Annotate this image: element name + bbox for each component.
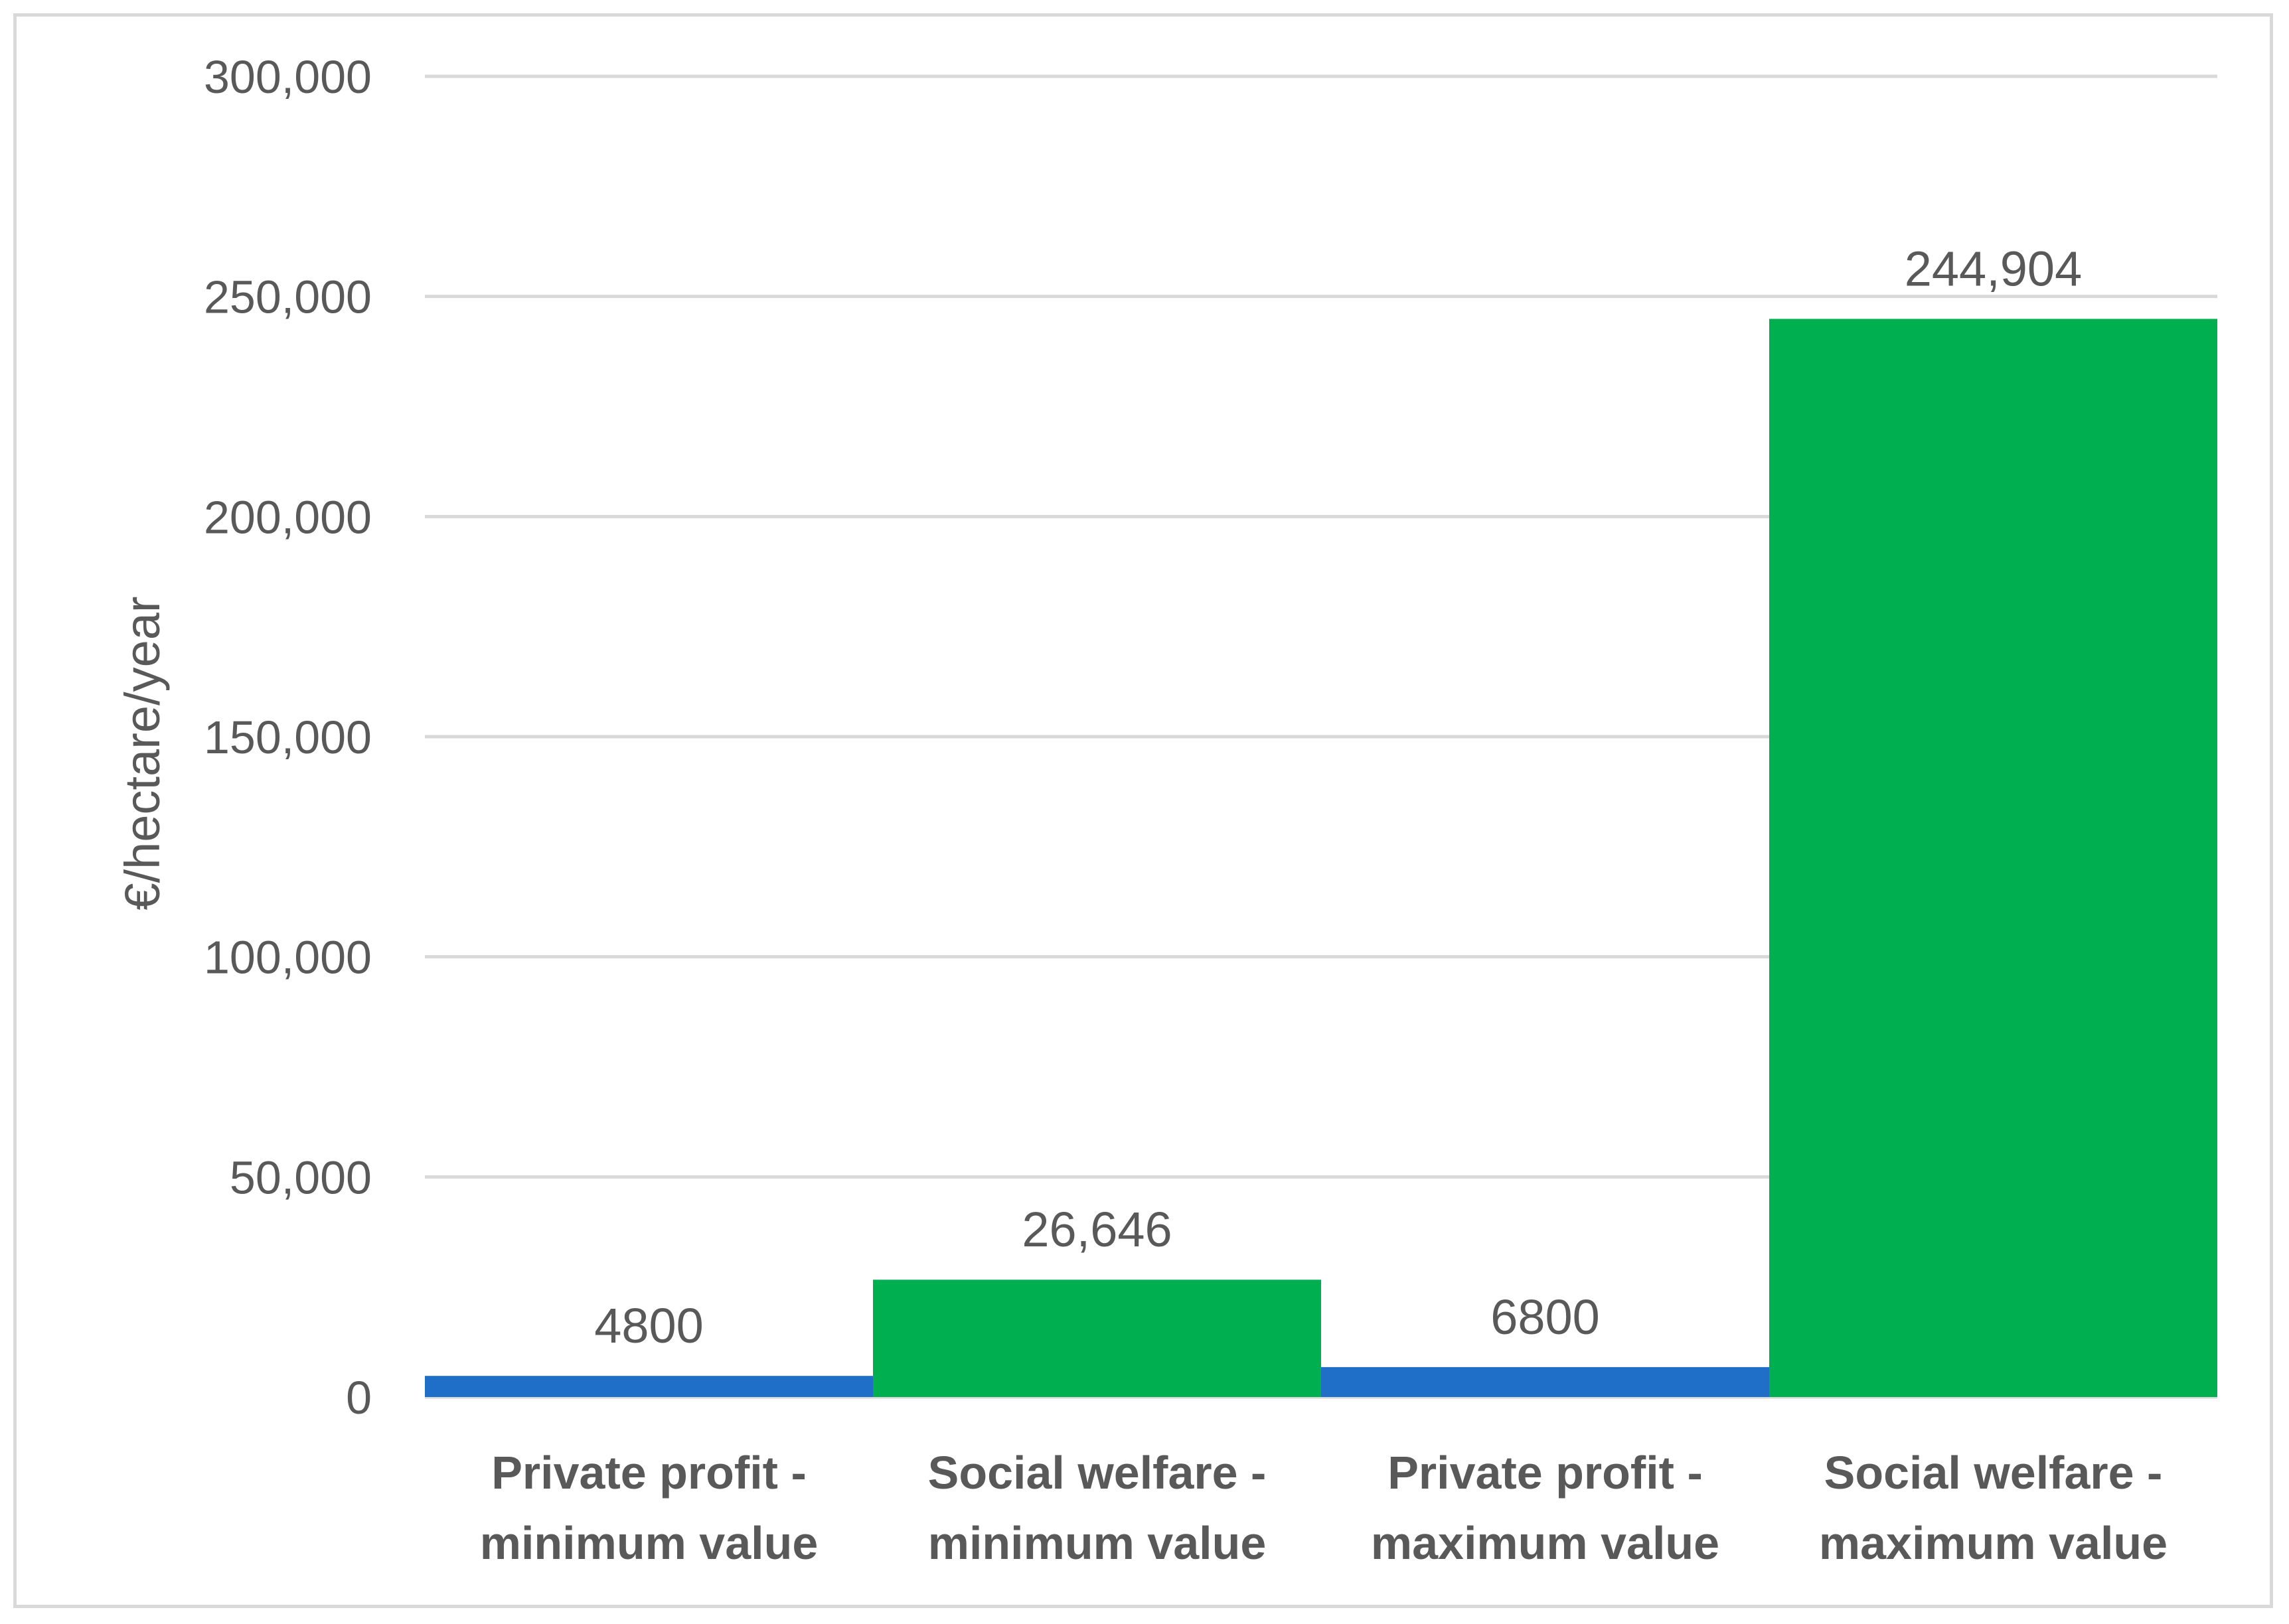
data-labels: 4800 26,646 6800 244,904 bbox=[594, 241, 2082, 1353]
x-tick-label: Social welfare - bbox=[1824, 1447, 2163, 1499]
y-axis-ticks: 0 50,000 100,000 150,000 200,000 250,000 300,0… bbox=[204, 51, 372, 1424]
data-label: 6800 bbox=[1490, 1290, 1600, 1345]
x-axis-categories: Private profit - minimum value Social welf… bbox=[480, 1447, 2168, 1569]
x-tick-label: maximum value bbox=[1371, 1517, 1719, 1569]
chart-frame: 0 50,000 100,000 150,000 200,000 250,000 300,0… bbox=[13, 13, 2273, 1608]
x-tick-label: maximum value bbox=[1819, 1517, 2168, 1569]
y-tick-label: 200,000 bbox=[204, 491, 372, 543]
data-label: 4800 bbox=[594, 1298, 704, 1353]
x-tick-label: Private profit - bbox=[491, 1447, 807, 1499]
y-tick-label: 50,000 bbox=[230, 1151, 372, 1203]
x-tick-label: Private profit - bbox=[1387, 1447, 1703, 1499]
y-tick-label: 0 bbox=[346, 1372, 372, 1424]
y-tick-label: 100,000 bbox=[204, 932, 372, 984]
bar-chart: 0 50,000 100,000 150,000 200,000 250,000 300,0… bbox=[115, 51, 2217, 1569]
y-axis-title: €/hectare/year bbox=[115, 596, 170, 910]
bar bbox=[425, 1376, 873, 1397]
x-tick-label: Social welfare - bbox=[928, 1447, 1267, 1499]
data-label: 244,904 bbox=[1905, 241, 2083, 296]
bar bbox=[1769, 319, 2217, 1398]
bar bbox=[873, 1280, 1321, 1397]
y-tick-label: 250,000 bbox=[204, 271, 372, 323]
x-tick-label: minimum value bbox=[928, 1517, 1267, 1569]
data-label: 26,646 bbox=[1022, 1202, 1172, 1257]
bar bbox=[1321, 1366, 1769, 1397]
x-tick-label: minimum value bbox=[480, 1517, 819, 1569]
y-tick-label: 150,000 bbox=[204, 711, 372, 763]
bars bbox=[425, 319, 2217, 1398]
y-tick-label: 300,000 bbox=[204, 51, 372, 103]
